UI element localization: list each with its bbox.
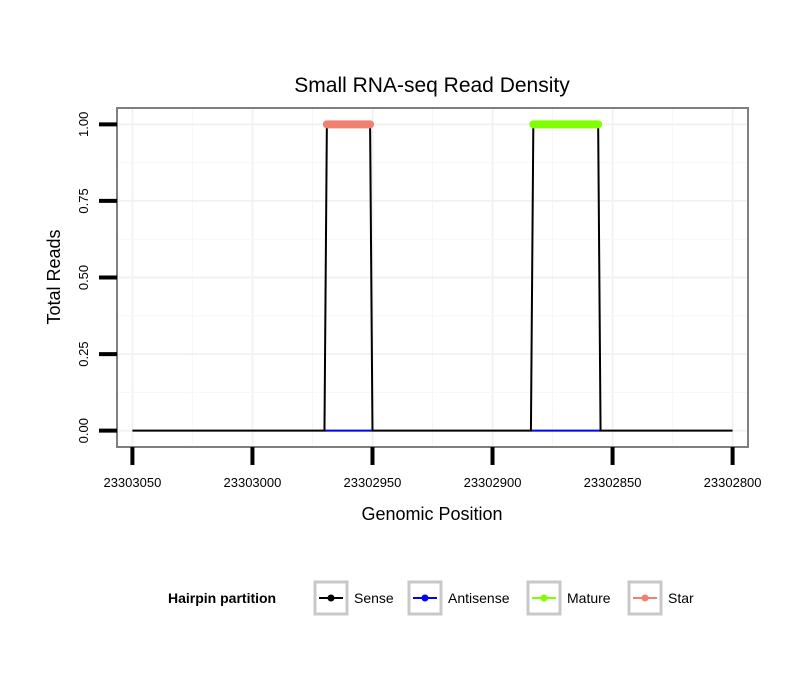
- x-axis: 23303050 23303000 23302950 23302900 23302850…: [103, 447, 762, 490]
- x-tick-label: 23303000: [224, 475, 282, 490]
- y-axis-title: Total Reads: [44, 229, 64, 324]
- series-layer: [132, 120, 733, 432]
- x-tick-label: 23303050: [103, 475, 161, 490]
- grid: [118, 109, 747, 446]
- legend-key-point: [641, 594, 649, 602]
- y-tick-label: 1.00: [76, 112, 91, 137]
- y-axis: 0.00 0.25 0.50 0.75 1.00: [76, 112, 117, 443]
- legend-label: Antisense: [448, 590, 510, 606]
- legend-entry-sense: Sense: [313, 580, 394, 616]
- legend-label: Mature: [567, 590, 611, 606]
- x-tick-label: 23302800: [704, 475, 762, 490]
- legend: Hairpin partition Sense Antisense Mature St…: [168, 580, 694, 616]
- legend-entry-mature: Mature: [526, 580, 611, 616]
- x-axis-title: Genomic Position: [361, 504, 502, 524]
- y-tick-label: 0.50: [76, 265, 91, 290]
- y-tick-label: 0.75: [76, 188, 91, 213]
- legend-key-point: [421, 594, 429, 602]
- chart-title: Small RNA-seq Read Density: [294, 74, 570, 97]
- legend-key-point: [540, 594, 548, 602]
- legend-key-point: [327, 594, 335, 602]
- x-tick-label: 23302850: [584, 475, 642, 490]
- series-sense-line: [132, 123, 733, 432]
- y-tick-label: 0.25: [76, 341, 91, 366]
- legend-label: Sense: [354, 590, 394, 606]
- legend-label: Star: [668, 590, 694, 606]
- y-tick-label: 0.00: [76, 418, 91, 443]
- legend-entry-antisense: Antisense: [407, 580, 510, 616]
- x-tick-label: 23302950: [344, 475, 402, 490]
- x-tick-label: 23302900: [464, 475, 522, 490]
- legend-title: Hairpin partition: [168, 590, 276, 606]
- legend-entry-star: Star: [627, 580, 694, 616]
